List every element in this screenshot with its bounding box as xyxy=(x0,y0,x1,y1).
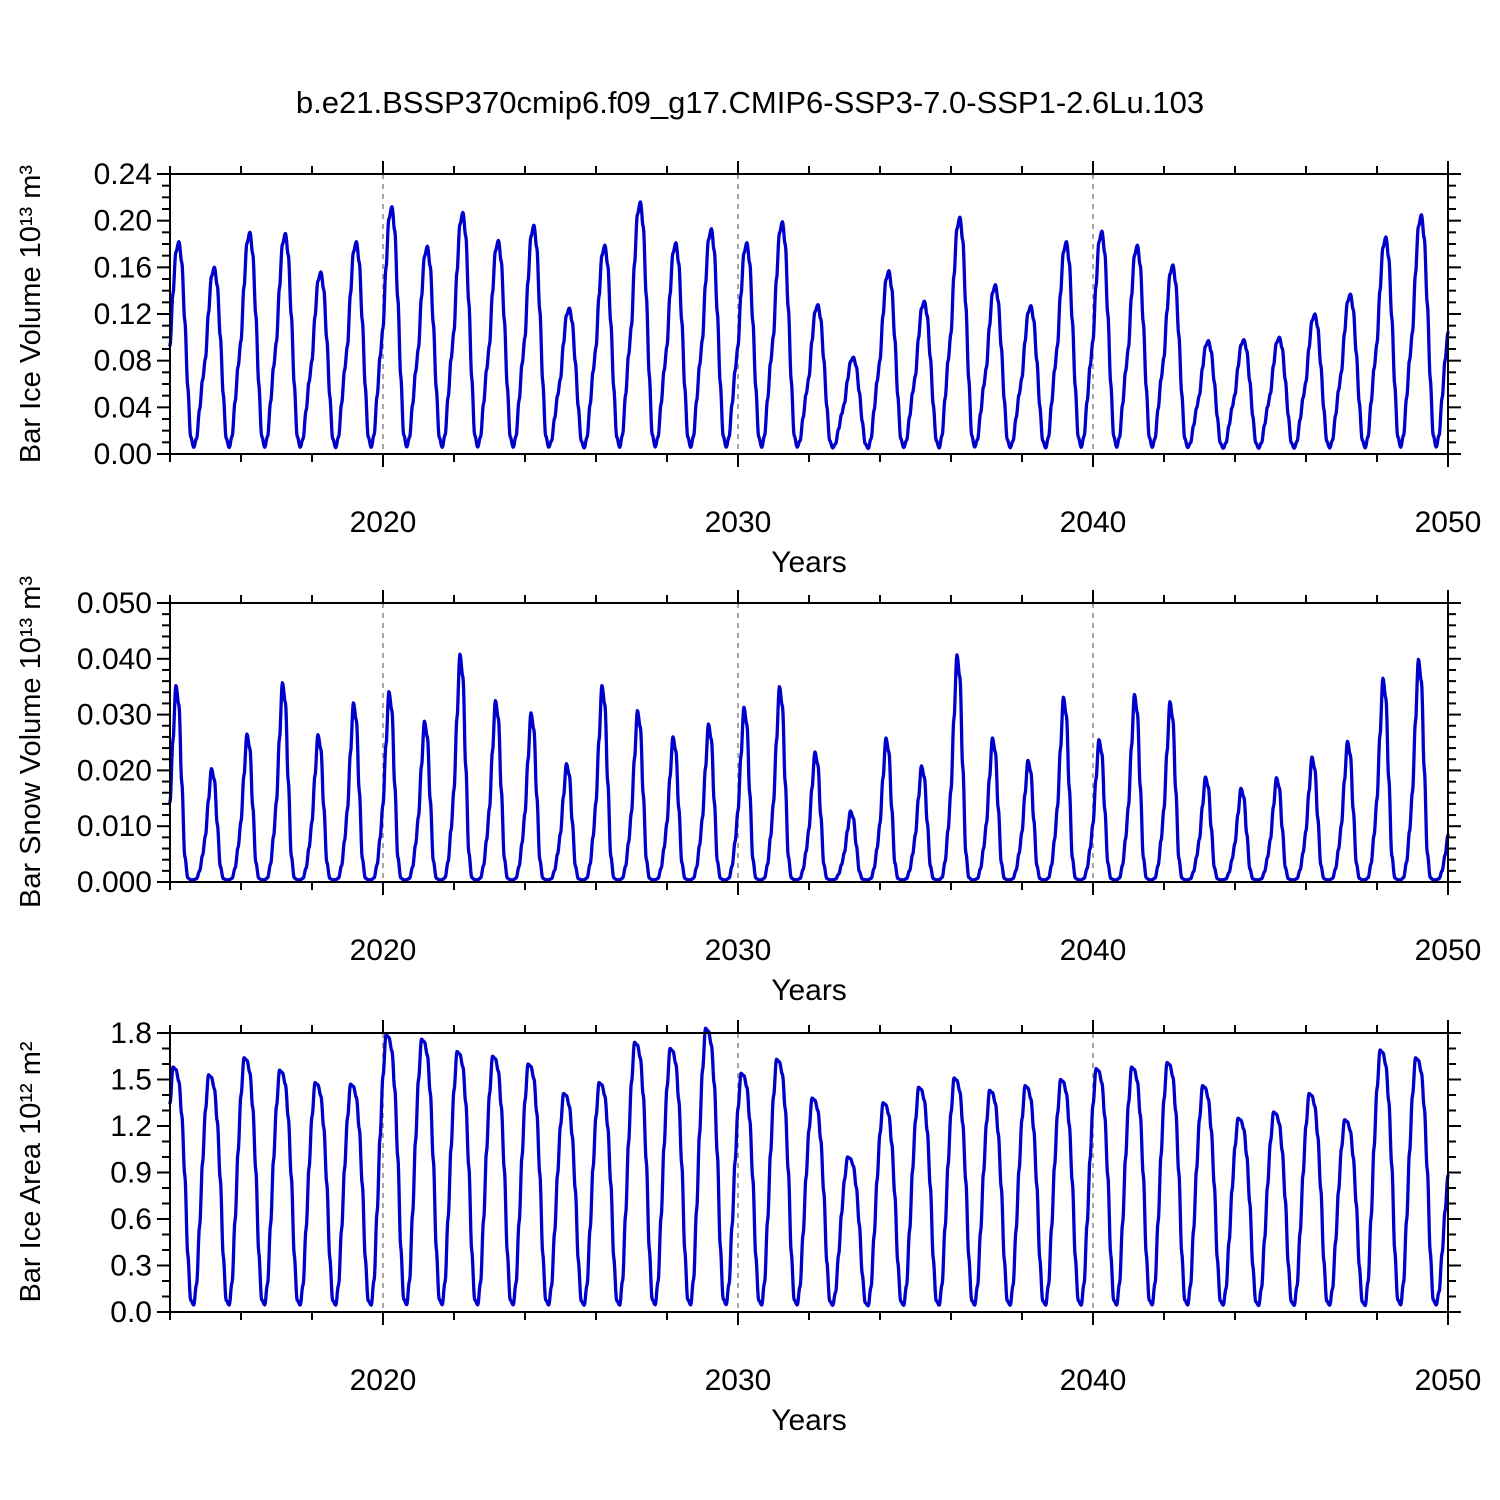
x-tick-label: 2040 xyxy=(1060,506,1127,539)
y-axis-label-ice-area: Bar Ice Area 10¹² m² xyxy=(15,1041,47,1302)
y-tick-label: 0.04 xyxy=(94,391,152,424)
x-tick-label: 2030 xyxy=(705,1364,772,1397)
y-tick-label: 0.030 xyxy=(77,699,152,732)
y-tick-label: 0.20 xyxy=(94,205,152,238)
y-tick-label: 0.6 xyxy=(110,1203,152,1236)
x-axis-label-years-3: Years xyxy=(771,1404,847,1437)
y-tick-label: 0.010 xyxy=(77,810,152,843)
x-tick-label: 2030 xyxy=(705,506,772,539)
y-tick-label: 0.16 xyxy=(94,251,152,284)
axis-ticks xyxy=(157,1020,1461,1325)
decade-gridlines xyxy=(382,1033,1094,1312)
x-tick-label: 2050 xyxy=(1415,934,1482,967)
y-tick-label: 0.3 xyxy=(110,1250,152,1283)
y-tick-label: 0.9 xyxy=(110,1157,152,1190)
x-tick-label: 2020 xyxy=(350,1364,417,1397)
y-axis-label-ice-volume: Bar Ice Volume 10¹³ m³ xyxy=(15,165,47,463)
decade-gridlines xyxy=(382,603,1094,882)
series-line-bar-snow-volume xyxy=(168,652,1450,882)
panel-ice-volume: Bar Ice Volume 10¹³ m³ Years 2020 2030 204… xyxy=(15,158,1481,579)
y-tick-label: 0.12 xyxy=(94,298,152,331)
y-tick-label: 0.00 xyxy=(94,438,152,471)
plot-title: b.e21.BSSP370cmip6.f09_g17.CMIP6-SSP3-7.… xyxy=(296,85,1204,120)
x-tick-label: 2030 xyxy=(705,934,772,967)
x-tick-label: 2050 xyxy=(1415,506,1482,539)
x-tick-label: 2050 xyxy=(1415,1364,1482,1397)
y-axis-label-snow-volume: Bar Snow Volume 10¹³ m³ xyxy=(15,576,47,908)
series-line-bar-ice-volume xyxy=(168,200,1450,451)
panel-snow-volume: Bar Snow Volume 10¹³ m³ Years 2020 2030 20… xyxy=(15,576,1481,1007)
x-tick-label: 2040 xyxy=(1060,934,1127,967)
y-tick-label: 0.040 xyxy=(77,643,152,676)
y-tick-label: 0.050 xyxy=(77,587,152,620)
x-axis-label-years-2: Years xyxy=(771,974,847,1007)
x-tick-label: 2020 xyxy=(350,506,417,539)
panel-ice-area: Bar Ice Area 10¹² m² Years 2020 2030 2040 2… xyxy=(15,1017,1481,1437)
y-tick-label: 1.8 xyxy=(110,1017,152,1050)
x-tick-label: 2020 xyxy=(350,934,417,967)
y-tick-label: 0.020 xyxy=(77,754,152,787)
y-tick-label: 0.08 xyxy=(94,345,152,378)
y-tick-label: 0.0 xyxy=(110,1296,152,1329)
x-tick-label: 2040 xyxy=(1060,1364,1127,1397)
axis-ticks xyxy=(157,161,1461,467)
axis-ticks xyxy=(157,590,1461,895)
x-axis-label-years-1: Years xyxy=(771,546,847,579)
y-tick-label: 0.000 xyxy=(77,866,152,899)
y-tick-label: 0.24 xyxy=(94,158,152,191)
series-line-bar-ice-area xyxy=(168,1026,1450,1308)
decade-gridlines xyxy=(382,174,1094,454)
y-tick-label: 1.5 xyxy=(110,1064,152,1097)
y-tick-label: 1.2 xyxy=(110,1110,152,1143)
